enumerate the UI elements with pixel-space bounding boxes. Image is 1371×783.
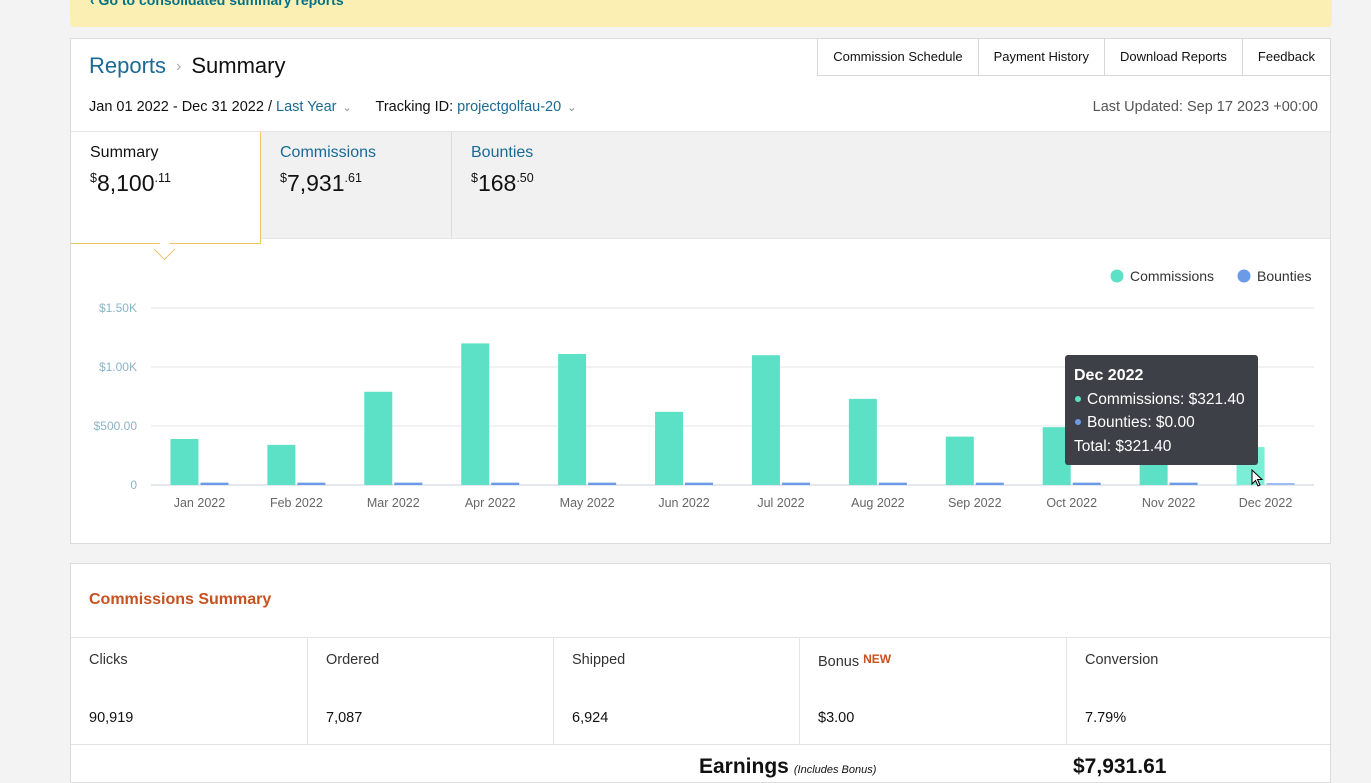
legend-marker (1110, 269, 1124, 283)
x-tick-label: Jul 2022 (757, 496, 804, 510)
commissions-summary-title: Commissions Summary (89, 591, 272, 608)
y-tick-label: $500.00 (94, 419, 138, 433)
stat-value: 90,919 (89, 710, 134, 726)
consolidated-reports-link[interactable]: ‹ Go to consolidated summary reports (90, 0, 344, 8)
breadcrumb: Reports › Summary (89, 53, 286, 79)
commissions-bar (558, 354, 587, 485)
x-tick-label: Jun 2022 (658, 496, 709, 510)
legend-marker (1237, 269, 1251, 283)
bounties-bar (685, 482, 714, 485)
x-tick-label: Dec 2022 (1239, 496, 1293, 510)
stat-value: 6,924 (572, 710, 609, 726)
x-tick-label: Oct 2022 (1046, 496, 1097, 510)
breadcrumb-reports-link[interactable]: Reports (89, 53, 167, 78)
x-tick-label: Aug 2022 (851, 496, 905, 510)
period-dropdown[interactable]: Last Year (276, 99, 337, 115)
stat-label: Shipped (572, 652, 626, 668)
new-badge: NEW (863, 652, 892, 666)
commission-schedule-button[interactable]: Commission Schedule (817, 38, 979, 76)
filter-row: Jan 01 2022 - Dec 31 2022 / Last Year ⌄ T… (89, 99, 576, 115)
bounties-bar (878, 482, 907, 485)
bounties-bar (394, 482, 423, 485)
stat-conversion: Conversion 7.79% (1067, 638, 1330, 744)
consolidated-banner: ‹ Go to consolidated summary reports (70, 0, 1332, 27)
tooltip-bounties: Bounties: $0.00 (1074, 411, 1249, 435)
earnings-value: $7,931.61 (1073, 755, 1167, 778)
top-button-group: Commission Schedule Payment History Down… (817, 38, 1331, 76)
stat-value: 7,087 (326, 710, 363, 726)
y-tick-label: 0 (130, 478, 137, 492)
bounties-bar (975, 482, 1004, 485)
x-tick-label: Mar 2022 (367, 496, 420, 510)
stat-value: $3.00 (818, 710, 855, 726)
download-reports-button[interactable]: Download Reports (1103, 38, 1243, 76)
x-tick-label: Apr 2022 (465, 496, 516, 510)
tab-commissions-label: Commissions (280, 144, 377, 161)
x-tick-label: May 2022 (560, 496, 615, 510)
y-tick-label: $1.00K (99, 360, 137, 374)
legend-label: Bounties (1257, 268, 1311, 284)
tab-summary[interactable]: Summary $8,100.11 (71, 132, 261, 244)
bounties-bar (1169, 482, 1198, 485)
tab-bounties-label: Bounties (471, 144, 534, 161)
tab-summary-label: Summary (90, 144, 159, 161)
commissions-bar (655, 411, 684, 485)
bounties-bar (588, 482, 617, 485)
earnings-label: Earnings (Includes Bonus) (699, 755, 877, 778)
tooltip-commissions: Commissions: $321.40 (1074, 388, 1249, 412)
last-updated: Last Updated: Sep 17 2023 +00:00 (1092, 99, 1318, 115)
legend-label: Commissions (1130, 268, 1214, 284)
date-range[interactable]: Jan 01 2022 - Dec 31 2022 / (89, 99, 272, 115)
payment-history-button[interactable]: Payment History (977, 38, 1105, 76)
commissions-bar (945, 436, 974, 485)
y-tick-label: $1.50K (99, 301, 137, 315)
bounties-bar (297, 482, 326, 485)
tab-commissions-value: $7,931.61 (280, 170, 362, 196)
stat-bonus: Bonus NEW $3.00 (800, 638, 1067, 744)
tracking-id-dropdown[interactable]: projectgolfau-20 (457, 99, 562, 115)
mouse-cursor-icon (1251, 469, 1264, 487)
stat-shipped: Shipped 6,924 (554, 638, 800, 744)
x-tick-label: Nov 2022 (1142, 496, 1196, 510)
tooltip-total: Total: $321.40 (1074, 437, 1172, 455)
commissions-summary-card: Commissions Summary Clicks 90,919 Ordere… (70, 563, 1331, 783)
chevron-down-icon[interactable]: ⌄ (342, 102, 352, 114)
bounties-bar (491, 482, 520, 485)
chart-tooltip: Dec 2022 Commissions: $321.40 Bounties: … (1065, 355, 1258, 465)
stat-label: Conversion (1085, 652, 1159, 668)
bounties-bar (781, 482, 810, 485)
x-tick-label: Sep 2022 (948, 496, 1002, 510)
stat-label: Ordered (326, 652, 380, 668)
stat-ordered: Ordered 7,087 (308, 638, 554, 744)
bounties-bar (1072, 482, 1101, 485)
feedback-button[interactable]: Feedback (1241, 38, 1331, 76)
bounties-bar (200, 482, 229, 485)
summary-card: Reports › Summary Commission Schedule Paym… (70, 38, 1331, 544)
commissions-bar (364, 391, 393, 485)
chevron-down-icon[interactable]: ⌄ (567, 102, 577, 114)
tracking-id-label: Tracking ID: (375, 99, 454, 115)
stat-clicks: Clicks 90,919 (71, 638, 308, 744)
commissions-bar (170, 438, 199, 485)
commissions-bar (848, 398, 877, 485)
stat-value: 7.79% (1085, 710, 1127, 726)
x-tick-label: Feb 2022 (270, 496, 323, 510)
stat-label: Clicks (89, 652, 128, 668)
tab-summary-value: $8,100.11 (90, 170, 171, 196)
tab-commissions[interactable]: Commissions $7,931.61 (261, 132, 452, 238)
x-tick-label: Jan 2022 (174, 496, 225, 510)
stat-label: Bonus NEW (818, 652, 892, 670)
tab-bounties[interactable]: Bounties $168.50 (452, 132, 652, 238)
breadcrumb-separator: › (176, 58, 182, 75)
page-title: Summary (191, 53, 286, 78)
commissions-bar (267, 444, 296, 485)
commissions-bar (751, 355, 780, 485)
tab-bounties-value: $168.50 (471, 170, 534, 196)
commissions-bar (461, 343, 490, 485)
summary-stats: Clicks 90,919 Ordered 7,087 Shipped 6,92… (71, 637, 1330, 745)
bounties-bar (1266, 483, 1295, 485)
tooltip-title: Dec 2022 (1074, 367, 1144, 384)
earnings-bar-chart: 0 $500.00 $1.00K $1.50K Jan 2022 Feb 2022 Mar … (94, 268, 1314, 510)
metric-tabs: Summary $8,100.11 Commissions $7,931.61 … (71, 131, 1330, 244)
